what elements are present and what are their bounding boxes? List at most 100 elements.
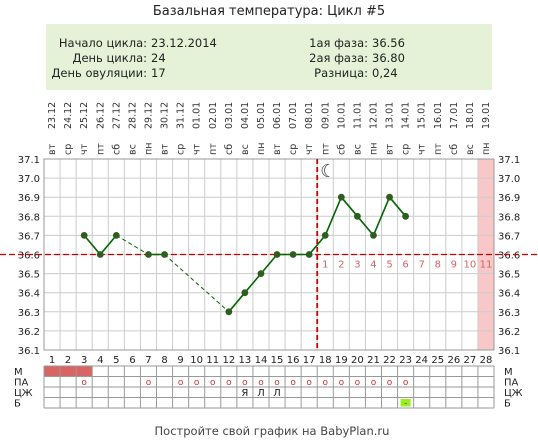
- pa-mark: о: [146, 378, 152, 388]
- pa-mark: о: [339, 378, 345, 388]
- date-label: 12.01: [368, 102, 379, 129]
- cycle-day-value: 24: [151, 51, 166, 65]
- row-label: Б: [14, 399, 21, 410]
- day-number: 7: [145, 355, 151, 366]
- info-panel: [46, 24, 492, 90]
- day-number: 8: [161, 355, 167, 366]
- date-label: 23.12: [47, 102, 58, 129]
- date-label: 05.01: [256, 102, 267, 129]
- pa-mark: о: [274, 378, 280, 388]
- weekday-label: пт: [95, 143, 106, 155]
- day-number: 13: [239, 355, 252, 366]
- weekday-label: сб: [224, 144, 235, 155]
- plot-area: вт 23.12 ср 24.12 чт 25.12 пт 26.12 сб 27.12 вс 28.…: [0, 102, 538, 410]
- pa-mark: о: [290, 378, 296, 388]
- phase1-label: 1ая фаза:: [309, 36, 368, 50]
- weekday-label: вс: [127, 144, 138, 155]
- day-number: 20: [351, 355, 364, 366]
- date-label: 14.01: [401, 102, 412, 129]
- phase2-day-number: 11: [480, 260, 493, 271]
- weekday-label: пн: [256, 143, 267, 155]
- y-tick-label-right: 37.0: [498, 174, 520, 185]
- date-label: 02.01: [208, 102, 219, 129]
- temperature-point: [386, 193, 393, 201]
- date-label: 29.12: [143, 102, 154, 129]
- day-number: 15: [271, 355, 284, 366]
- temperature-segment: [324, 196, 343, 236]
- date-label: 27.12: [111, 102, 122, 129]
- weekday-label: пт: [208, 143, 219, 155]
- weekday-label: чт: [192, 143, 203, 155]
- phase2-day-number: 1: [322, 260, 328, 271]
- day-number: 14: [255, 355, 268, 366]
- pa-mark: о: [210, 378, 216, 388]
- temperature-point: [80, 232, 88, 239]
- temperature-point: [289, 251, 297, 258]
- date-label: 11.01: [352, 102, 363, 129]
- weekday-label: вт: [160, 143, 171, 155]
- date-label: 07.01: [288, 102, 299, 129]
- ovulation-day-label: День овуляции:: [51, 66, 147, 80]
- temperature-segment: [372, 196, 391, 236]
- pa-mark: о: [322, 378, 328, 388]
- weekday-label: ср: [63, 144, 74, 155]
- date-label: 03.01: [224, 102, 235, 129]
- y-tick-label-right: 36.3: [498, 308, 520, 319]
- weekday-label: ср: [401, 144, 412, 155]
- page-title: Базальная температура: Цикл #5: [153, 4, 385, 19]
- weekday-label: вс: [465, 144, 476, 155]
- pa-mark: о: [403, 378, 409, 388]
- date-label: 30.12: [160, 102, 171, 129]
- weekday-label: пт: [320, 143, 331, 155]
- footer-link[interactable]: Постройте свой график на BabyPlan.ru: [155, 424, 390, 438]
- date-label: 18.01: [465, 102, 476, 129]
- date-label: 04.01: [240, 102, 251, 129]
- menstruation-cell: [76, 366, 93, 377]
- weekday-label: ср: [288, 144, 299, 155]
- temperature-gap-segment: [116, 234, 149, 255]
- day-number: 25: [431, 355, 444, 366]
- day-number: 2: [65, 355, 71, 366]
- temperature-segment: [228, 292, 246, 313]
- temperature-segment: [99, 234, 117, 256]
- row-label: ЦЖ: [14, 388, 33, 399]
- date-label: 24.12: [63, 102, 74, 129]
- phase2-label: 2ая фаза:: [309, 51, 368, 65]
- weekday-label: сб: [111, 144, 122, 155]
- row-label: М: [14, 367, 23, 378]
- y-tick-label-right: 36.1: [498, 346, 520, 357]
- day-number: 12: [222, 355, 235, 366]
- cm-mark: Я: [241, 388, 248, 399]
- y-tick-label: 36.6: [18, 251, 40, 262]
- weekday-label: пн: [143, 143, 154, 155]
- day-number: 3: [81, 355, 87, 366]
- y-tick-label: 36.3: [18, 308, 40, 319]
- day-number: 5: [113, 355, 119, 366]
- y-tick-label: 37.0: [18, 174, 40, 185]
- weekday-label: пт: [433, 143, 444, 155]
- day-number: 17: [303, 355, 316, 366]
- y-tick-label-right: 36.8: [498, 212, 520, 223]
- date-label: 25.12: [79, 102, 90, 129]
- pa-mark: о: [81, 378, 87, 388]
- day-number: 22: [383, 355, 396, 366]
- row-label-right: Б: [504, 399, 511, 410]
- day-number: 4: [97, 355, 103, 366]
- temperature-segment: [244, 273, 262, 294]
- pa-mark: о: [258, 378, 264, 388]
- temperature-point: [370, 232, 377, 239]
- temperature-point: [273, 251, 281, 258]
- date-label: 26.12: [95, 102, 106, 129]
- phase2-day-number: 5: [386, 260, 392, 271]
- day-number: 19: [335, 355, 348, 366]
- phase2-day-number: 2: [338, 260, 344, 271]
- weekday-label: вт: [272, 143, 283, 155]
- y-tick-label: 36.1: [18, 346, 40, 357]
- day-number: 6: [129, 355, 135, 366]
- temperature-segment: [308, 234, 326, 256]
- phase1-value: 36.56: [372, 36, 405, 50]
- weekday-label: чт: [304, 143, 315, 155]
- day-number: 21: [367, 355, 380, 366]
- pa-mark: о: [226, 378, 232, 388]
